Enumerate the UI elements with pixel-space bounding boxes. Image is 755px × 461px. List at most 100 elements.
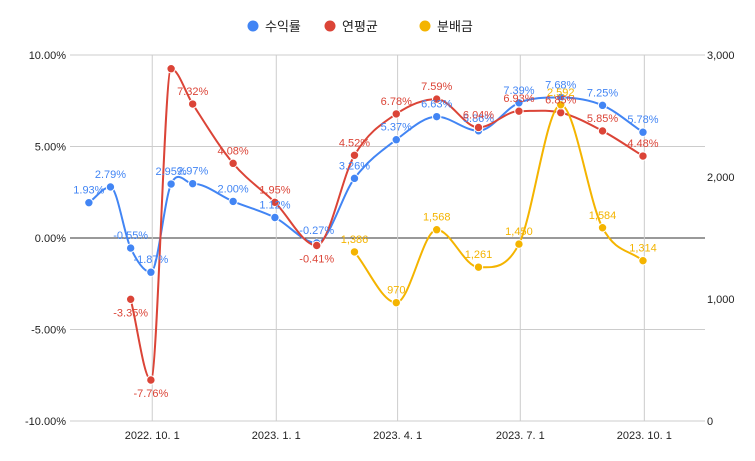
data-label-annual: -7.76% (133, 388, 168, 400)
y-right-tick-label: 3,000 (707, 50, 735, 62)
y-right-tick-label: 1,000 (707, 294, 735, 306)
data-point-return (105, 182, 116, 192)
data-point-annual (146, 375, 156, 385)
data-point-annual (514, 106, 524, 116)
data-point-return (146, 267, 156, 277)
data-point-dividend (514, 239, 524, 249)
data-label-return: 7.25% (587, 87, 618, 99)
data-point-return (125, 243, 136, 253)
data-point-dividend (597, 223, 608, 233)
data-label-return: 1.12% (259, 200, 290, 212)
data-label-annual: 6.93% (503, 93, 534, 105)
y-left-tick-label: -10.00% (25, 416, 66, 428)
data-point-annual (228, 158, 238, 169)
series-line-dividend (353, 103, 644, 304)
data-label-annual: 4.48% (627, 138, 658, 150)
data-label-dividend: 1,386 (341, 234, 369, 246)
data-point-annual (432, 94, 442, 104)
data-point-annual (597, 126, 608, 136)
legend-marker-return (247, 20, 259, 32)
data-point-annual (349, 150, 360, 160)
data-label-dividend: 1,568 (423, 212, 451, 224)
data-label-return: 1.93% (73, 185, 104, 197)
data-point-dividend (432, 225, 442, 235)
x-tick-label: 2022. 10. 1 (125, 430, 180, 442)
data-label-return: -0.27% (299, 225, 334, 237)
data-label-return: 5.78% (627, 114, 658, 126)
data-point-annual (312, 240, 322, 251)
data-point-return (84, 197, 94, 208)
data-point-return (187, 178, 198, 189)
data-point-annual (270, 197, 280, 208)
data-label-dividend: 970 (387, 285, 405, 297)
data-point-return (638, 127, 648, 137)
data-label-return: 2.79% (95, 169, 126, 181)
data-label-dividend: 1,261 (465, 249, 493, 261)
x-tick-label: 2023. 1. 1 (252, 430, 301, 442)
data-point-return (166, 179, 176, 189)
legend: 수익률 연평균 분배금 (247, 19, 473, 34)
data-point-return (597, 100, 608, 111)
data-label-annual: 5.85% (587, 113, 618, 125)
y-right-tick-label: 2,000 (707, 172, 735, 184)
x-tick-label: 2023. 4. 1 (373, 430, 422, 442)
data-point-annual (473, 122, 484, 133)
data-point-annual (391, 109, 401, 119)
data-label-annual: 6.78% (381, 96, 412, 108)
data-point-annual (638, 151, 648, 161)
data-label-return: 6.63% (421, 99, 452, 111)
data-label-return: 7.68% (545, 79, 576, 91)
x-tick-label: 2023. 7. 1 (496, 430, 545, 442)
data-point-annual (187, 99, 198, 109)
legend-marker-annual (324, 20, 336, 32)
legend-label-dividend: 분배금 (437, 19, 473, 34)
data-label-dividend: 1,314 (629, 243, 657, 255)
y-left-tick-label: 0.00% (35, 233, 66, 245)
data-label-return: 2.95% (156, 166, 187, 178)
data-point-dividend (349, 247, 360, 257)
data-label-return: 3.26% (339, 160, 370, 172)
data-point-dividend (556, 100, 566, 110)
data-label-return: -1.87% (133, 254, 168, 266)
data-label-annual: 6.85% (545, 95, 576, 107)
data-label-return: 5.86% (463, 113, 494, 125)
data-label-return: 2.00% (218, 183, 249, 195)
grid (70, 54, 705, 422)
data-point-return (432, 111, 442, 122)
legend-label-annual: 연평균 (342, 19, 378, 34)
legend-marker-dividend (419, 20, 431, 32)
data-label-dividend: 1,584 (589, 210, 617, 222)
data-label-annual: -3.35% (113, 307, 148, 319)
data-label-return: 7.39% (503, 85, 534, 97)
data-label-annual: 6.04% (463, 109, 494, 121)
data-label-dividend: 1,450 (505, 226, 533, 238)
data-label-annual: 4.08% (218, 145, 249, 157)
y-left-tick-label: -5.00% (31, 325, 66, 337)
y-left-tick-label: 10.00% (29, 50, 67, 62)
series-points (84, 64, 648, 385)
series-line-annual (129, 67, 644, 382)
data-point-annual (166, 64, 176, 74)
data-point-return (349, 173, 360, 184)
data-point-annual (125, 294, 136, 305)
data-label-return: 2.97% (177, 166, 208, 178)
y-left-tick-label: 5.00% (35, 142, 66, 154)
data-point-dividend (638, 255, 648, 266)
y-right-tick-label: 0 (707, 416, 713, 428)
legend-label-return: 수익률 (265, 19, 301, 34)
data-point-dividend (391, 297, 401, 308)
data-label-annual: 7.32% (177, 86, 208, 98)
data-label-return: -0.55% (113, 230, 148, 242)
data-label-dividend: 2,592 (547, 87, 575, 99)
data-label-return: 5.37% (381, 122, 412, 134)
x-tick-label: 2023. 10. 1 (617, 430, 672, 442)
axes: 10.00% 5.00% 0.00% -5.00% -10.00% 3,000 2,000 1… (25, 50, 735, 442)
data-labels: 1.93% 2.79% -0.55% -1.87% 2.95%2.97% 2.00% 1.1… (73, 79, 659, 400)
data-point-annual (556, 107, 566, 118)
data-point-return (270, 212, 280, 223)
data-point-dividend (473, 262, 484, 272)
data-label-annual: 4.52% (339, 137, 370, 149)
data-label-annual: 1.95% (259, 184, 290, 196)
data-point-return (391, 135, 401, 145)
